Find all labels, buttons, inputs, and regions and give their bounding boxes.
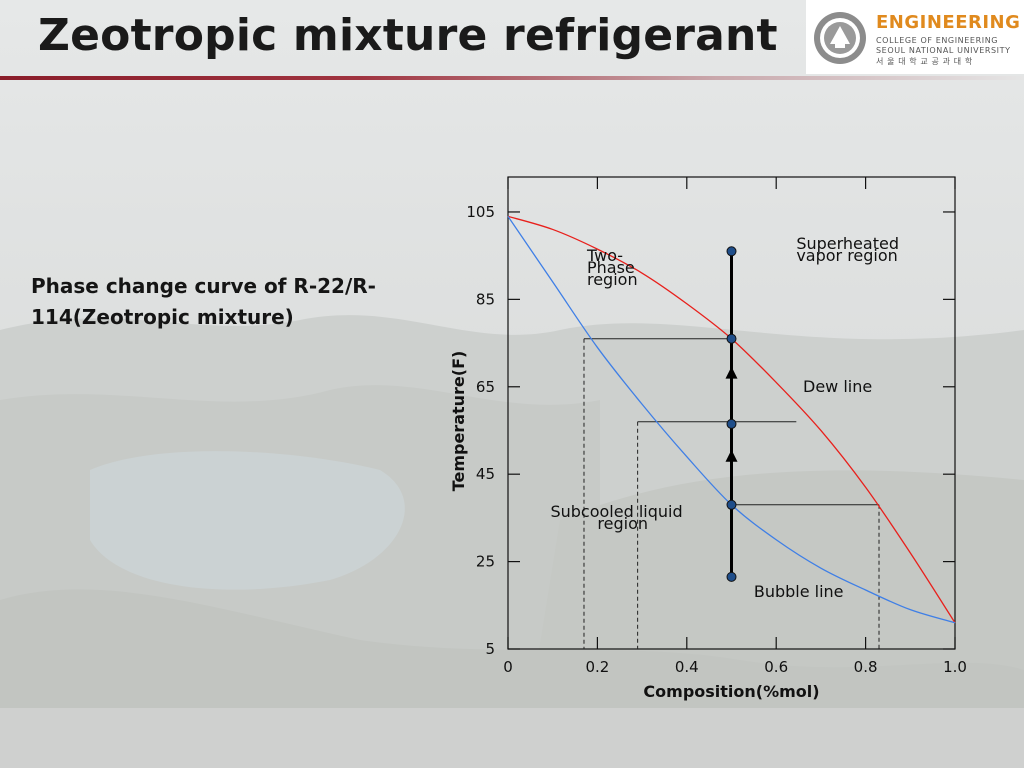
subcooled-liquid-label: Subcooled liquid: [550, 502, 682, 521]
x-axis-label: Composition(%mol): [643, 682, 819, 701]
superheated-vapor-label: vapor region: [796, 246, 897, 265]
bubble-line-curve: [507, 215, 956, 624]
y-tick-label: 25: [476, 553, 495, 571]
two-phase-region-label: region: [587, 270, 638, 289]
x-tick-label: 0.2: [585, 658, 609, 676]
title-underline: [0, 76, 1024, 80]
y-axis-label: Temperature(F): [449, 351, 468, 492]
x-tick-label: 0.4: [675, 658, 699, 676]
process-direction-arrow: [725, 366, 738, 379]
dew-line-label: Dew line: [803, 377, 872, 396]
logo-college-text: COLLEGE OF ENGINEERING: [876, 36, 999, 45]
y-tick-label: 85: [476, 290, 495, 308]
state-point: [726, 499, 737, 510]
x-tick-label: 0.6: [764, 658, 788, 676]
state-point: [726, 333, 737, 344]
process-direction-arrow: [725, 449, 738, 462]
two-phase-region-label: Two-: [586, 246, 623, 265]
y-tick-label: 45: [476, 465, 495, 483]
y-tick-label: 105: [466, 203, 495, 221]
logo-university-text: SEOUL NATIONAL UNIVERSITY: [876, 46, 1011, 55]
logo-korean-text: 서 울 대 학 교 공 과 대 학: [876, 57, 973, 66]
y-tick-label: 65: [476, 378, 495, 396]
superheated-vapor-label: Superheated: [796, 234, 899, 253]
dew-line-curve: [507, 215, 956, 624]
logo-engineering-text: ENGINEERING: [876, 12, 1021, 33]
x-tick-label: 0.8: [854, 658, 878, 676]
state-point: [726, 246, 737, 257]
x-tick-label: 1.0: [943, 658, 967, 676]
phase-change-caption: Phase change curve of R-22/R-114(Zeotrop…: [31, 274, 376, 329]
state-point: [726, 571, 737, 582]
phase-diagram-chart: 0 0.2 0.4 0.6 0.8 1.0 105 85 65 45 25 5 Composition(…: [449, 176, 967, 701]
y-tick-label: 5: [485, 640, 495, 658]
state-point: [726, 418, 737, 429]
plot-frame: [507, 176, 956, 650]
bubble-line-label: Bubble line: [754, 582, 844, 601]
university-logo: ENGINEERING COLLEGE OF ENGINEERING SEOUL…: [806, 0, 1024, 74]
subcooled-liquid-label: region: [597, 514, 648, 533]
university-seal-icon: [814, 12, 866, 64]
x-tick-label: 0: [503, 658, 513, 676]
two-phase-region-label: Phase: [587, 258, 635, 277]
slide-title: Zeotropic mixture refrigerant: [38, 10, 778, 61]
